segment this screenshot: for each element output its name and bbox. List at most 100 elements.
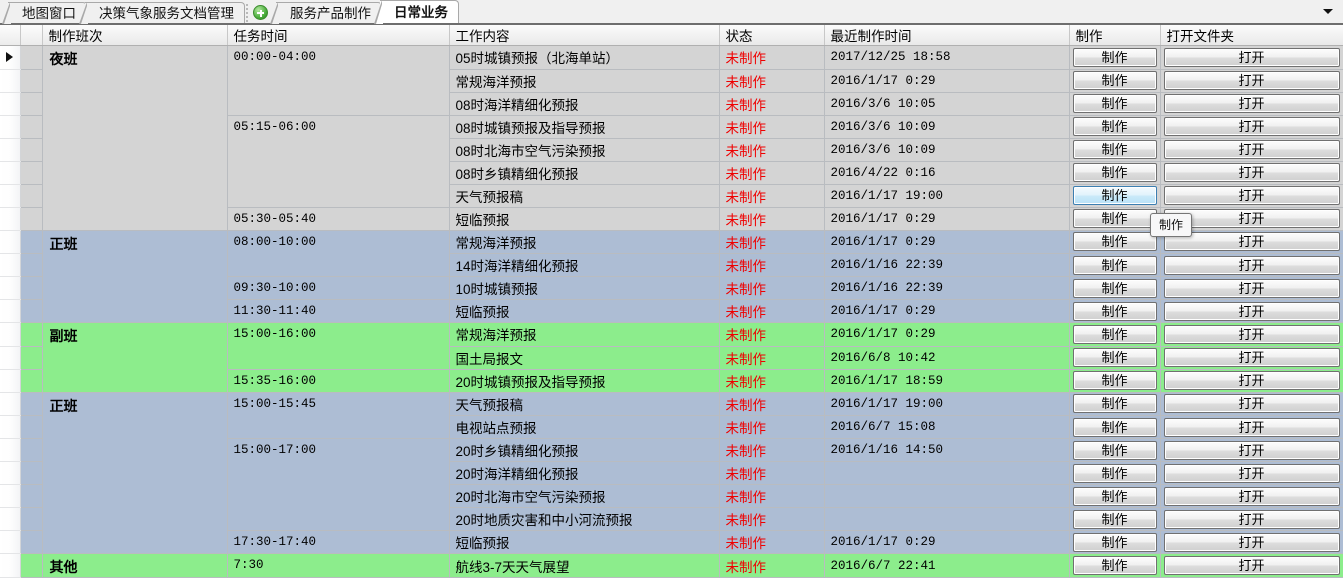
table-row[interactable]: 09:30-10:00 10时城镇预报 未制作 2016/1/16 22:39 制作 打开 xyxy=(0,276,1343,300)
table-row[interactable]: 08时乡镇精细化预报 未制作 2016/4/22 0:16 制作 打开 xyxy=(0,161,1343,185)
table-row[interactable]: 电视站点预报 未制作 2016/6/7 15:08 制作 打开 xyxy=(0,415,1343,439)
make-button[interactable]: 制作 xyxy=(1072,440,1157,460)
open-button[interactable]: 打开 xyxy=(1163,371,1340,390)
make-button[interactable]: 制作 xyxy=(1072,255,1157,275)
table-row[interactable]: 20时北海市空气污染预报 未制作 制作 打开 xyxy=(0,484,1343,508)
row-indicator[interactable] xyxy=(0,69,21,93)
header-open-folder[interactable]: 打开文件夹 xyxy=(1160,25,1343,46)
table-row[interactable]: 国土局报文 未制作 2016/6/8 10:42 制作 打开 xyxy=(0,346,1343,370)
table-row[interactable]: 05:15-06:00 08时城镇预报及指导预报 未制作 2016/3/6 10:09… xyxy=(0,115,1343,139)
table-row[interactable]: 常规海洋预报 未制作 2016/1/17 0:29 制作 打开 xyxy=(0,69,1343,93)
table-row[interactable]: 08时北海市空气污染预报 未制作 2016/3/6 10:09 制作 打开 xyxy=(0,138,1343,162)
table-row[interactable]: 其他 7:30 航线3-7天天气展望 未制作 2016/6/7 22:41 制作 打开 xyxy=(0,553,1343,578)
table-row[interactable]: 15:35-16:00 20时城镇预报及指导预报 未制作 2016/1/17 18:5… xyxy=(0,369,1343,393)
open-button[interactable]: 打开 xyxy=(1163,486,1340,506)
open-button[interactable]: 打开 xyxy=(1163,47,1340,67)
open-button[interactable]: 打开 xyxy=(1163,394,1340,414)
header-shift[interactable]: 制作班次 xyxy=(42,25,228,46)
row-indicator[interactable] xyxy=(0,415,21,439)
make-button[interactable]: 制作 xyxy=(1072,163,1157,182)
make-button[interactable]: 制作 xyxy=(1072,463,1157,483)
chevron-down-icon[interactable] xyxy=(1321,4,1335,18)
row-indicator[interactable] xyxy=(0,253,21,277)
header-work-content[interactable]: 工作内容 xyxy=(449,25,720,46)
make-button[interactable]: 制作 xyxy=(1072,301,1157,321)
table-row[interactable]: 正班 15:00-15:45 天气预报稿 未制作 2016/1/17 19:00 制作 打开 xyxy=(0,392,1343,416)
row-indicator[interactable] xyxy=(0,392,21,416)
open-button[interactable]: 打开 xyxy=(1163,440,1340,460)
row-indicator[interactable] xyxy=(0,138,21,162)
table-row[interactable]: 14时海洋精细化预报 未制作 2016/1/16 22:39 制作 打开 xyxy=(0,253,1343,277)
open-button[interactable]: 打开 xyxy=(1163,463,1340,483)
row-indicator[interactable] xyxy=(0,45,21,70)
make-button[interactable]: 制作 xyxy=(1072,140,1157,159)
tab-service-product-creation[interactable]: 服务产品制作 xyxy=(270,2,382,24)
row-indicator[interactable] xyxy=(0,484,21,508)
make-button[interactable]: 制作 xyxy=(1072,47,1157,67)
open-button[interactable]: 打开 xyxy=(1163,94,1340,113)
open-button[interactable]: 打开 xyxy=(1163,532,1340,552)
tab-decision-doc-management[interactable]: 决策气象服务文档管理 xyxy=(79,2,245,24)
row-indicator[interactable] xyxy=(0,322,21,347)
make-button[interactable]: 制作 xyxy=(1072,94,1157,113)
table-row[interactable]: 20时海洋精细化预报 未制作 制作 打开 xyxy=(0,461,1343,485)
header-task-time[interactable]: 任务时间 xyxy=(227,25,450,46)
make-button[interactable]: 制作 xyxy=(1072,117,1157,136)
row-indicator[interactable] xyxy=(0,299,21,323)
row-indicator[interactable] xyxy=(0,161,21,185)
open-button[interactable]: 打开 xyxy=(1163,348,1340,367)
table-row[interactable]: 正班 08:00-10:00 常规海洋预报 未制作 2016/1/17 0:29 制作 打开 xyxy=(0,230,1343,254)
table-row[interactable]: 17:30-17:40 短临预报 未制作 2016/1/17 0:29 制作 打开 xyxy=(0,530,1343,554)
open-button[interactable]: 打开 xyxy=(1163,140,1340,159)
make-button[interactable]: 制作 xyxy=(1072,71,1157,90)
open-button[interactable]: 打开 xyxy=(1163,117,1340,136)
table-row[interactable]: 08时海洋精细化预报 未制作 2016/3/6 10:05 制作 打开 xyxy=(0,92,1343,116)
row-indicator[interactable] xyxy=(0,276,21,300)
row-indicator[interactable] xyxy=(0,184,21,208)
open-button[interactable]: 打开 xyxy=(1163,417,1340,437)
table-row[interactable]: 夜班 00:00-04:00 05时城镇预报（北海单站） 未制作 2017/12/25 … xyxy=(0,45,1343,70)
table-row[interactable]: 副班 15:00-16:00 常规海洋预报 未制作 2016/1/17 0:29 制作 打开 xyxy=(0,322,1343,347)
open-button[interactable]: 打开 xyxy=(1163,556,1340,575)
tab-map-window[interactable]: 地图窗口 xyxy=(2,2,87,24)
header-last-made-time[interactable]: 最近制作时间 xyxy=(824,25,1070,46)
make-button[interactable]: 制作 xyxy=(1072,371,1157,390)
table-row[interactable]: 15:00-17:00 20时乡镇精细化预报 未制作 2016/1/16 14:50 制… xyxy=(0,438,1343,462)
table-row[interactable]: 20时地质灾害和中小河流预报 未制作 制作 打开 xyxy=(0,507,1343,531)
open-button[interactable]: 打开 xyxy=(1163,232,1340,252)
make-button[interactable]: 制作 xyxy=(1072,417,1157,437)
table-row[interactable]: 天气预报稿 未制作 2016/1/17 19:00 制作 打开 xyxy=(0,184,1343,208)
table-row[interactable]: 05:30-05:40 短临预报 未制作 2016/1/17 0:29 制作 打开 xyxy=(0,207,1343,231)
open-button[interactable]: 打开 xyxy=(1163,163,1340,182)
row-indicator[interactable] xyxy=(0,346,21,370)
make-button[interactable]: 制作 xyxy=(1072,209,1157,228)
tab-daily-business[interactable]: 日常业务 xyxy=(374,0,459,24)
table-row[interactable]: 11:30-11:40 短临预报 未制作 2016/1/17 0:29 制作 打开 xyxy=(0,299,1343,323)
make-button[interactable]: 制作 xyxy=(1072,232,1157,252)
make-button[interactable]: 制作 xyxy=(1072,556,1157,575)
make-button[interactable]: 制作 xyxy=(1072,186,1157,205)
header-make[interactable]: 制作 xyxy=(1069,25,1161,46)
row-indicator[interactable] xyxy=(0,369,21,393)
row-indicator[interactable] xyxy=(0,461,21,485)
row-indicator[interactable] xyxy=(0,507,21,531)
row-indicator[interactable] xyxy=(0,438,21,462)
header-status[interactable]: 状态 xyxy=(719,25,825,46)
row-indicator[interactable] xyxy=(0,230,21,254)
make-button[interactable]: 制作 xyxy=(1072,509,1157,529)
row-indicator[interactable] xyxy=(0,92,21,116)
make-button[interactable]: 制作 xyxy=(1072,532,1157,552)
make-button[interactable]: 制作 xyxy=(1072,348,1157,367)
add-tab-button[interactable] xyxy=(243,2,274,23)
row-indicator[interactable] xyxy=(0,207,21,231)
row-indicator[interactable] xyxy=(0,553,21,578)
open-button[interactable]: 打开 xyxy=(1163,509,1340,529)
open-button[interactable]: 打开 xyxy=(1163,324,1340,344)
open-button[interactable]: 打开 xyxy=(1163,255,1340,275)
make-button[interactable]: 制作 xyxy=(1072,486,1157,506)
open-button[interactable]: 打开 xyxy=(1163,301,1340,321)
make-button[interactable]: 制作 xyxy=(1072,324,1157,344)
row-indicator[interactable] xyxy=(0,115,21,139)
open-button[interactable]: 打开 xyxy=(1163,209,1340,228)
row-indicator[interactable] xyxy=(0,530,21,554)
